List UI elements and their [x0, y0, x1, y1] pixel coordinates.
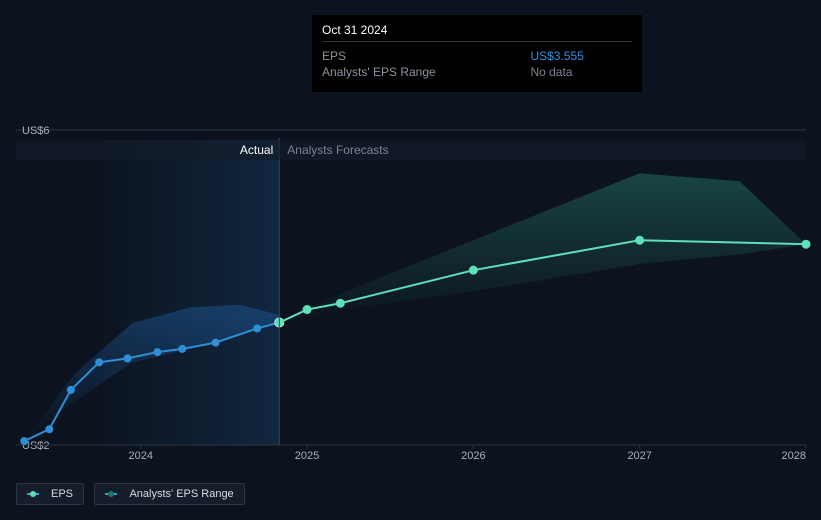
tooltip-date: Oct 31 2024: [322, 23, 632, 37]
legend-item-range[interactable]: Analysts' EPS Range: [94, 483, 244, 505]
svg-text:2024: 2024: [128, 450, 152, 462]
svg-text:2025: 2025: [295, 450, 319, 462]
eps-chart-container: { "chart": { "type": "line", "width": 82…: [0, 0, 821, 520]
tooltip-divider: [322, 41, 632, 42]
tooltip-row-label: EPS: [322, 48, 512, 64]
legend-item-eps[interactable]: EPS: [16, 483, 84, 505]
svg-text:2027: 2027: [627, 450, 651, 462]
svg-text:Actual: Actual: [240, 143, 273, 157]
svg-text:Analysts Forecasts: Analysts Forecasts: [287, 143, 388, 157]
tooltip-row-value: US$3.555: [512, 48, 632, 64]
svg-text:2026: 2026: [461, 450, 485, 462]
chart-legend: EPS Analysts' EPS Range: [16, 482, 251, 505]
svg-text:US$6: US$6: [22, 125, 50, 137]
tooltip-row-value: No data: [512, 64, 632, 80]
legend-label: Analysts' EPS Range: [129, 488, 233, 500]
legend-swatch-icon: [105, 491, 123, 497]
tooltip-table: EPS US$3.555 Analysts' EPS Range No data: [322, 48, 632, 80]
legend-swatch-icon: [27, 491, 45, 497]
svg-text:2028: 2028: [782, 450, 806, 462]
legend-label: EPS: [51, 488, 73, 500]
chart-tooltip: Oct 31 2024 EPS US$3.555 Analysts' EPS R…: [312, 15, 642, 92]
tooltip-row-label: Analysts' EPS Range: [322, 64, 512, 80]
